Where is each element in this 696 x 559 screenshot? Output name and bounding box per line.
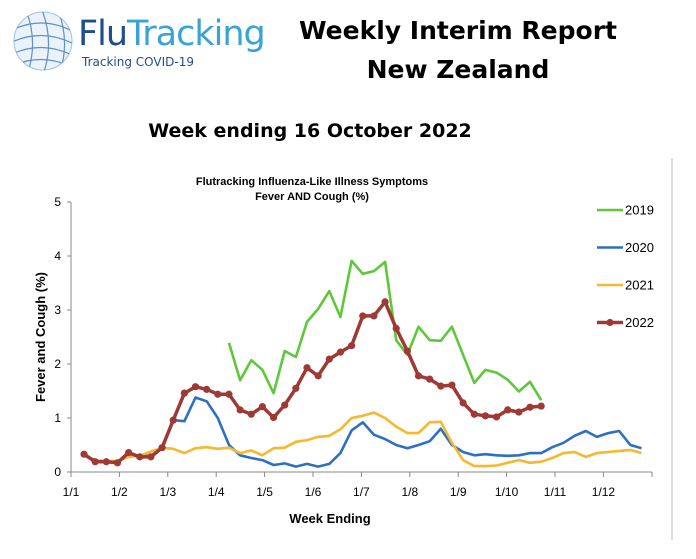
y-tick-label: 5: [54, 195, 61, 209]
y-tick-label: 3: [54, 303, 61, 317]
report-country: New Zealand: [366, 55, 550, 84]
x-tick-label: 1/1: [63, 485, 80, 499]
data-point-2022: [504, 406, 512, 414]
data-point-2022: [448, 381, 456, 389]
data-point-2022: [113, 459, 122, 467]
data-point-2022: [303, 364, 311, 372]
x-tick-label: 1/8: [401, 485, 418, 499]
data-point-2022: [102, 458, 110, 466]
data-point-2022: [236, 406, 244, 414]
data-point-2022: [203, 385, 211, 393]
x-tick-label: 1/2: [111, 485, 128, 499]
chart-title: Flutracking Influenza-Like Illness Sympt…: [196, 176, 428, 188]
data-point-2022: [537, 402, 545, 410]
logo-tagline: Tracking COVID-19: [82, 55, 194, 69]
data-point-2022: [403, 347, 411, 355]
data-point-2022: [381, 298, 389, 306]
data-point-2022: [492, 413, 501, 421]
data-point-2022: [414, 372, 423, 380]
legend-label-2022: 2022: [625, 315, 654, 330]
x-tick-label: 1/7: [353, 485, 370, 499]
data-point-2022: [459, 399, 467, 407]
logo-wordmark: FluTracking: [78, 14, 266, 54]
x-tick-label: 1/5: [256, 485, 273, 499]
data-point-2022: [481, 412, 489, 420]
data-point-2022: [214, 390, 222, 398]
y-tick-label: 1: [54, 411, 61, 425]
y-tick-label: 2: [54, 357, 61, 371]
data-point-2022: [281, 401, 289, 409]
x-tick-label: 1/4: [208, 485, 225, 499]
data-point-2022: [269, 413, 278, 422]
data-point-2022: [348, 342, 356, 350]
data-point-2022: [247, 410, 255, 418]
chart-subtitle: Fever AND Cough (%): [255, 191, 369, 203]
data-point-2022: [314, 372, 322, 380]
data-point-2022: [392, 324, 400, 332]
x-tick-label: 1/3: [159, 485, 176, 499]
data-point-2022: [225, 390, 233, 398]
x-axis-label: Week Ending: [289, 511, 370, 526]
week-ending: Week ending 16 October 2022: [148, 120, 472, 142]
series-line-2019: [227, 259, 543, 401]
x-tick-label: 1/11: [544, 485, 567, 499]
data-point-2022: [180, 389, 188, 397]
logo-flu: Flu: [78, 14, 128, 54]
legend-label-2020: 2020: [625, 240, 654, 255]
y-tick-label: 0: [54, 465, 61, 479]
x-tick-label: 1/6: [305, 485, 322, 499]
data-point-2022: [158, 444, 166, 452]
data-point-2022: [526, 403, 534, 411]
data-point-2022: [91, 458, 99, 466]
data-point-2022: [515, 408, 523, 416]
report-title: Weekly Interim Report: [298, 16, 617, 45]
legend-marker-2022: [606, 318, 614, 327]
data-point-2022: [169, 416, 177, 424]
globe-logo-icon: [13, 11, 73, 71]
series-line-2021: [83, 411, 642, 468]
legend-label-2019: 2019: [625, 203, 654, 218]
data-point-2022: [258, 403, 266, 411]
logo-tracking: Tracking: [127, 14, 266, 54]
x-tick-label: 1/9: [450, 485, 467, 499]
series-line-2020: [83, 396, 642, 468]
data-point-2022: [426, 375, 434, 383]
data-point-2022: [470, 410, 478, 418]
data-point-2022: [125, 448, 133, 457]
legend-label-2021: 2021: [625, 278, 654, 293]
data-point-2022: [336, 348, 345, 356]
data-point-2022: [292, 384, 300, 392]
y-tick-label: 4: [54, 249, 61, 263]
data-point-2022: [359, 312, 367, 320]
data-point-2022: [325, 355, 333, 363]
data-point-2022: [191, 383, 200, 391]
data-point-2022: [370, 312, 378, 320]
x-tick-label: 1/12: [592, 485, 616, 499]
y-axis-label: Fever and Cough (%): [33, 272, 48, 402]
data-point-2022: [80, 450, 88, 458]
data-point-2022: [437, 382, 445, 390]
data-point-2022: [136, 453, 144, 461]
x-tick-label: 1/10: [495, 485, 519, 499]
data-point-2022: [147, 453, 155, 461]
